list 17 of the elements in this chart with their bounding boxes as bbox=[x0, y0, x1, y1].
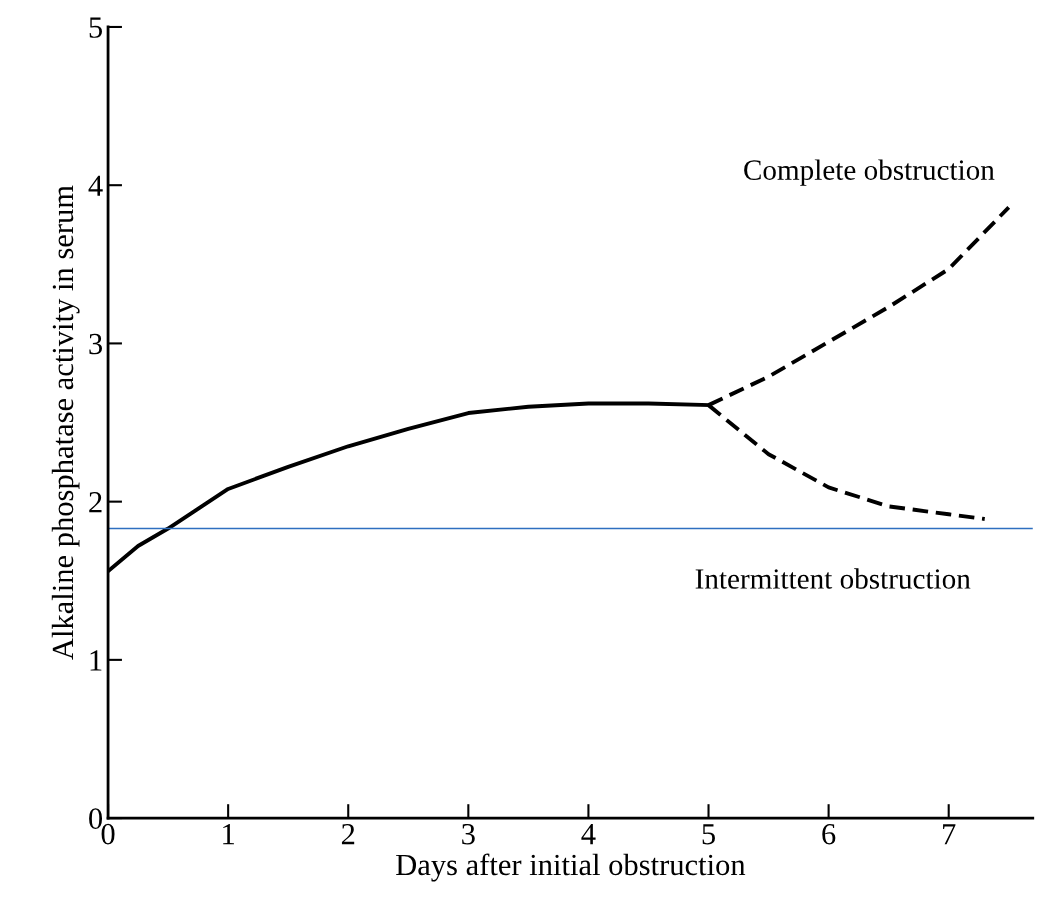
y-tick-label: 5 bbox=[89, 17, 102, 38]
x-tick-label: 1 bbox=[223, 823, 234, 845]
y-tick-label: 2 bbox=[89, 492, 102, 513]
y-tick-label: 4 bbox=[88, 175, 103, 196]
x-tick-label: 6 bbox=[822, 823, 836, 845]
x-tick-label: 4 bbox=[581, 824, 596, 845]
y-tick-label: 1 bbox=[90, 650, 102, 671]
x-tick-label: 2 bbox=[341, 823, 355, 845]
x-tick-label: 5 bbox=[702, 824, 715, 845]
y-axis-title: Alkaline phosphatase activity in serum bbox=[51, 185, 80, 660]
x-axis-title: Days after initial obstruction bbox=[396, 853, 746, 882]
series-label: Intermittent obstruction bbox=[695, 568, 971, 589]
x-tick-label: 7 bbox=[943, 824, 956, 845]
series-label: Complete obstruction bbox=[744, 159, 995, 186]
y-tick-label: 0 bbox=[89, 808, 103, 829]
y-tick-label: 3 bbox=[89, 333, 102, 355]
x-tick-label: 3 bbox=[462, 823, 475, 845]
